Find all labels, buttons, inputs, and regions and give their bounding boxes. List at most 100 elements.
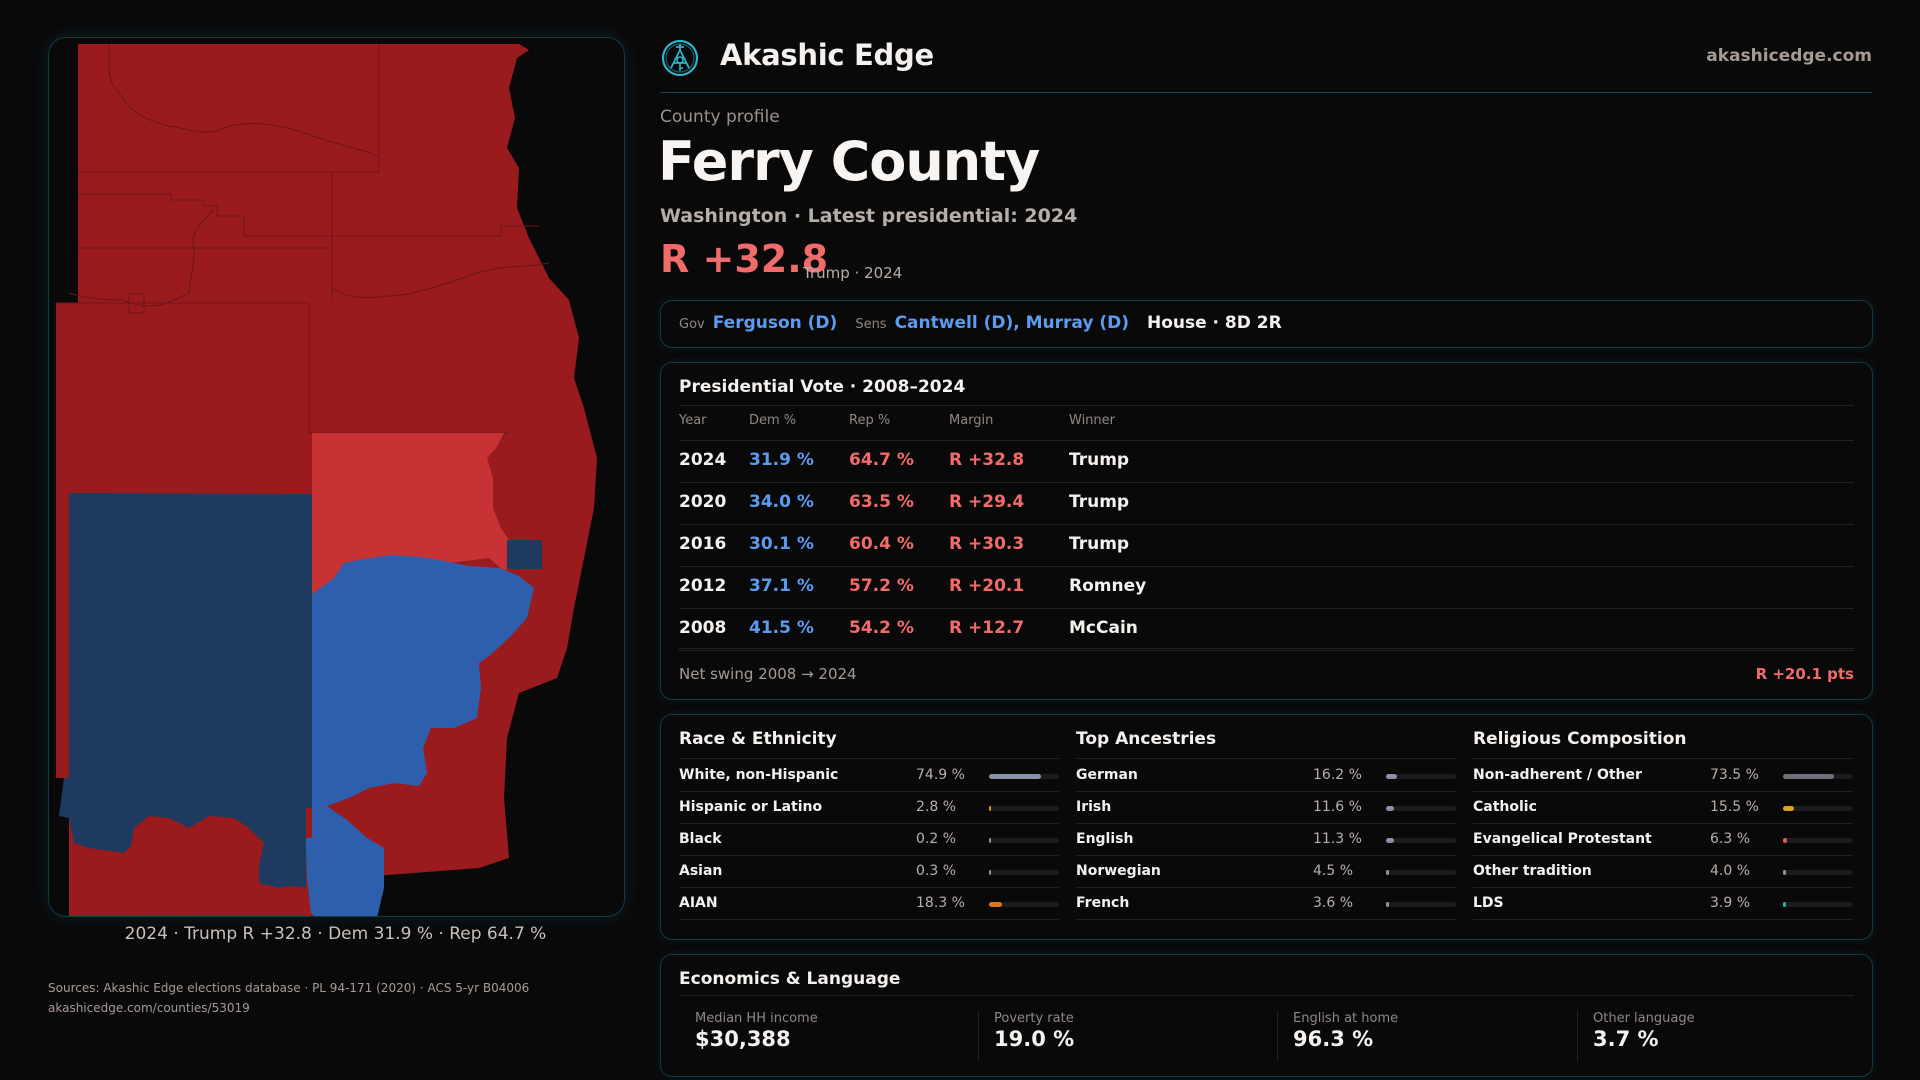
economics-title: Economics & Language [679, 969, 901, 989]
presidential-vote-card: Presidential Vote · 2008–2024 Year Dem %… [660, 362, 1873, 700]
econ-stat-value: 19.0 % [994, 1027, 1075, 1051]
table-row[interactable]: 2016 30.1 % 60.4 % R +30.3 Trump [661, 525, 1872, 567]
demographic-column: Race & Ethnicity White, non-Hispanic 74.9 … [679, 715, 1059, 939]
demographic-bar-fill [989, 838, 991, 843]
divider [1076, 791, 1456, 792]
cell-margin: R +29.4 [949, 492, 1025, 512]
demographic-label: German [1076, 767, 1138, 783]
cell-margin: R +12.7 [949, 618, 1025, 638]
cell-dem: 41.5 % [749, 618, 814, 638]
demographic-label: Irish [1076, 799, 1112, 815]
map-region-west-safe-d[interactable] [59, 493, 312, 888]
cell-rep: 64.7 % [849, 450, 914, 470]
col-header-margin: Margin [949, 413, 994, 428]
compass-key-emblem-icon [660, 38, 700, 78]
cell-rep: 63.5 % [849, 492, 914, 512]
demographic-bar [1386, 774, 1456, 779]
demographic-label: LDS [1473, 895, 1504, 911]
cell-dem: 30.1 % [749, 534, 814, 554]
demographic-label: English [1076, 831, 1134, 847]
precinct-boundaries [56, 43, 550, 434]
cell-dem: 37.1 % [749, 576, 814, 596]
demographic-bar [1783, 870, 1853, 875]
cell-winner: Trump [1069, 450, 1130, 470]
cell-margin: R +20.1 [949, 576, 1025, 596]
demographic-value: 15.5 % [1710, 799, 1759, 815]
demographic-bar [1783, 774, 1853, 779]
demographic-value: 18.3 % [916, 895, 965, 911]
divider [679, 995, 1854, 996]
sens-label: Sens [855, 317, 887, 332]
table-row[interactable]: 2008 41.5 % 54.2 % R +12.7 McCain [661, 609, 1872, 651]
net-swing-value: R +20.1 pts [1755, 665, 1854, 683]
latest-margin: R +32.8 [660, 237, 829, 281]
demographic-label: AIAN [679, 895, 718, 911]
demographics-card: Race & Ethnicity White, non-Hispanic 74.9 … [660, 714, 1873, 940]
divider [1473, 823, 1853, 824]
divider [1473, 887, 1853, 888]
senators-names[interactable]: Cantwell (D), Murray (D) [894, 313, 1129, 333]
table-row[interactable]: 2020 34.0 % 63.5 % R +29.4 Trump [661, 483, 1872, 525]
demographic-label: Non-adherent / Other [1473, 767, 1642, 783]
demographic-label: Catholic [1473, 799, 1537, 815]
sources-note: Sources: Akashic Edge elections database… [48, 978, 623, 1018]
demographic-bar [989, 838, 1059, 843]
demographic-value: 0.2 % [916, 831, 957, 847]
demographic-bar [1386, 806, 1456, 811]
demographic-value: 16.2 % [1313, 767, 1362, 783]
demographic-value: 74.9 % [916, 767, 965, 783]
demographic-bar [1783, 838, 1853, 843]
cell-dem: 34.0 % [749, 492, 814, 512]
demographic-bar-fill [1386, 870, 1390, 875]
divider [679, 650, 1854, 651]
col-header-year: Year [679, 413, 707, 428]
cell-winner: Romney [1069, 576, 1147, 596]
divider [1076, 758, 1456, 759]
governor-name[interactable]: Ferguson (D) [712, 313, 838, 333]
demographic-label: Norwegian [1076, 863, 1161, 879]
divider [679, 405, 1854, 406]
county-choropleth-map [56, 43, 597, 916]
demographic-value: 73.5 % [1710, 767, 1759, 783]
col-header-winner: Winner [1069, 413, 1116, 428]
divider [679, 566, 1854, 567]
site-link[interactable]: akashicedge.com [1706, 46, 1872, 66]
divider [679, 887, 1059, 888]
demographic-value: 4.0 % [1710, 863, 1751, 879]
latest-margin-detail: Trump · 2024 [803, 264, 903, 282]
demographic-bar-fill [1783, 902, 1786, 907]
table-row[interactable]: 2024 31.9 % 64.7 % R +32.8 Trump [661, 441, 1872, 483]
demographic-label: Evangelical Protestant [1473, 831, 1652, 847]
demographic-label: French [1076, 895, 1130, 911]
divider [679, 919, 1059, 920]
cell-year: 2020 [679, 492, 727, 512]
demographic-bar-fill [1783, 870, 1786, 875]
econ-separator [978, 1011, 979, 1061]
demographic-column: Religious Composition Non-adherent / Othe… [1473, 715, 1853, 939]
demographic-value: 11.3 % [1313, 831, 1362, 847]
divider [679, 758, 1059, 759]
demographic-label: White, non-Hispanic [679, 767, 839, 783]
demographic-bar [989, 902, 1059, 907]
divider [679, 608, 1854, 609]
map-region-town-safe-d[interactable] [507, 540, 542, 569]
cell-year: 2008 [679, 618, 727, 638]
presidential-title: Presidential Vote · 2008–2024 [679, 377, 966, 397]
map-region-south-lean-d[interactable] [306, 555, 534, 916]
table-row[interactable]: 2012 37.1 % 57.2 % R +20.1 Romney [661, 567, 1872, 609]
demographic-bar [989, 806, 1059, 811]
source-url[interactable]: akashicedge.com/counties/53019 [48, 1001, 250, 1015]
econ-stat-value: 96.3 % [1293, 1027, 1374, 1051]
demographic-bar-fill [1386, 774, 1398, 779]
econ-stat-label: Median HH income [695, 1011, 818, 1026]
cell-margin: R +30.3 [949, 534, 1025, 554]
demographic-bar-fill [989, 902, 1002, 907]
demographic-bar [1783, 902, 1853, 907]
map-region-southeast-lean-r[interactable] [312, 433, 521, 598]
divider [1473, 855, 1853, 856]
demographic-column-title: Religious Composition [1473, 729, 1687, 749]
demographic-value: 3.9 % [1710, 895, 1751, 911]
divider [679, 823, 1059, 824]
demographic-label: Other tradition [1473, 863, 1592, 879]
officials-bar: Gov Ferguson (D) Sens Cantwell (D), Murr… [660, 300, 1873, 348]
